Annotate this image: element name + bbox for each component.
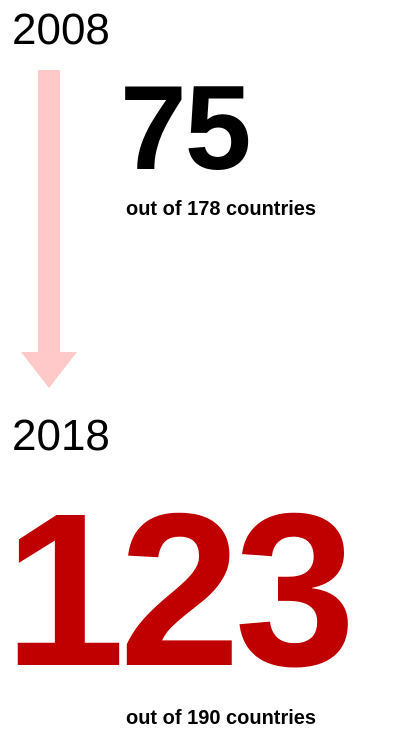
- rank-2018-caption: out of 190 countries: [126, 708, 316, 728]
- year-2008-label: 2008: [12, 8, 110, 52]
- rank-2018-value: 123: [4, 482, 350, 700]
- down-arrow-icon: [21, 70, 77, 388]
- year-2018-label: 2018: [12, 414, 110, 458]
- rank-2008-caption: out of 178 countries: [126, 199, 316, 219]
- rank-2008-value: 75: [120, 68, 249, 188]
